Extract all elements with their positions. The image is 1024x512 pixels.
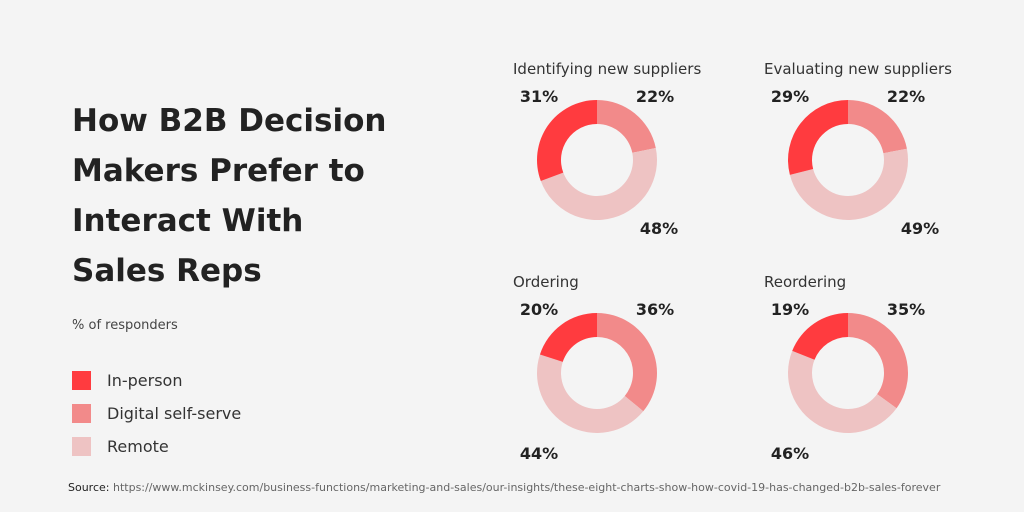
chart-subtitle: % of responders [72, 318, 178, 333]
source-note: Source: https://www.mckinsey.com/busines… [68, 481, 940, 494]
legend-swatch-remote [72, 437, 91, 456]
donut-slice-digital-self-serve [848, 313, 908, 409]
page-title: How B2B Decision Makers Prefer to Intera… [72, 103, 387, 289]
donut-slice-in-person [788, 100, 848, 175]
donut-chart-ordering: Ordering 20% 36% 44% [513, 273, 753, 473]
donut-slice-digital-self-serve [848, 100, 907, 154]
source-label: Source: [68, 481, 110, 494]
donut-slice-remote [789, 148, 908, 221]
pct-label-remote: 46% [771, 444, 809, 463]
legend-swatch-digital-self-serve [72, 404, 91, 423]
pct-label-remote: 48% [640, 219, 678, 238]
donut-svg: 29% 22% 49% [771, 87, 939, 238]
chart-title: Ordering [513, 273, 579, 291]
donut-chart-identifying-new-suppliers: Identifying new suppliers 31% 22% 48% [513, 60, 753, 260]
pct-label-in-person: 31% [520, 87, 558, 106]
pct-label-in-person: 29% [771, 87, 809, 106]
legend-item-in-person: In-person [72, 364, 241, 397]
pct-label-digital-self-serve: 22% [636, 87, 674, 106]
donut-chart-evaluating-new-suppliers: Evaluating new suppliers 29% 22% 49% [764, 60, 1004, 260]
donut-slice-remote [540, 147, 657, 220]
legend: In-person Digital self-serve Remote [72, 364, 241, 463]
chart-title: Evaluating new suppliers [764, 60, 952, 78]
donut-slice-in-person [792, 313, 848, 360]
pct-label-in-person: 19% [771, 300, 809, 319]
source-url[interactable]: https://www.mckinsey.com/business-functi… [113, 481, 941, 494]
donut-slice-remote [537, 354, 644, 433]
donut-svg: 31% 22% 48% [520, 87, 678, 238]
donut-slice-in-person [539, 313, 597, 362]
legend-item-digital-self-serve: Digital self-serve [72, 397, 241, 430]
chart-title: Identifying new suppliers [513, 60, 702, 78]
pct-label-in-person: 20% [520, 300, 558, 319]
donut-chart-reordering: Reordering 19% 35% 46% [764, 273, 1004, 473]
pct-label-digital-self-serve: 22% [887, 87, 925, 106]
legend-item-remote: Remote [72, 430, 241, 463]
legend-label-remote: Remote [107, 437, 169, 456]
donut-svg: 20% 36% 44% [520, 300, 674, 463]
chart-title: Reordering [764, 273, 847, 291]
legend-label-in-person: In-person [107, 371, 183, 390]
legend-swatch-in-person [72, 371, 91, 390]
donut-slice-remote [788, 350, 897, 434]
donut-svg: 19% 35% 46% [771, 300, 925, 463]
donut-slice-digital-self-serve [597, 100, 656, 153]
donut-slice-digital-self-serve [597, 313, 657, 412]
pct-label-digital-self-serve: 36% [636, 300, 674, 319]
pct-label-digital-self-serve: 35% [887, 300, 925, 319]
donut-slice-in-person [537, 100, 597, 182]
legend-label-digital-self-serve: Digital self-serve [107, 404, 242, 423]
pct-label-remote: 49% [901, 219, 939, 238]
pct-label-remote: 44% [520, 444, 558, 463]
